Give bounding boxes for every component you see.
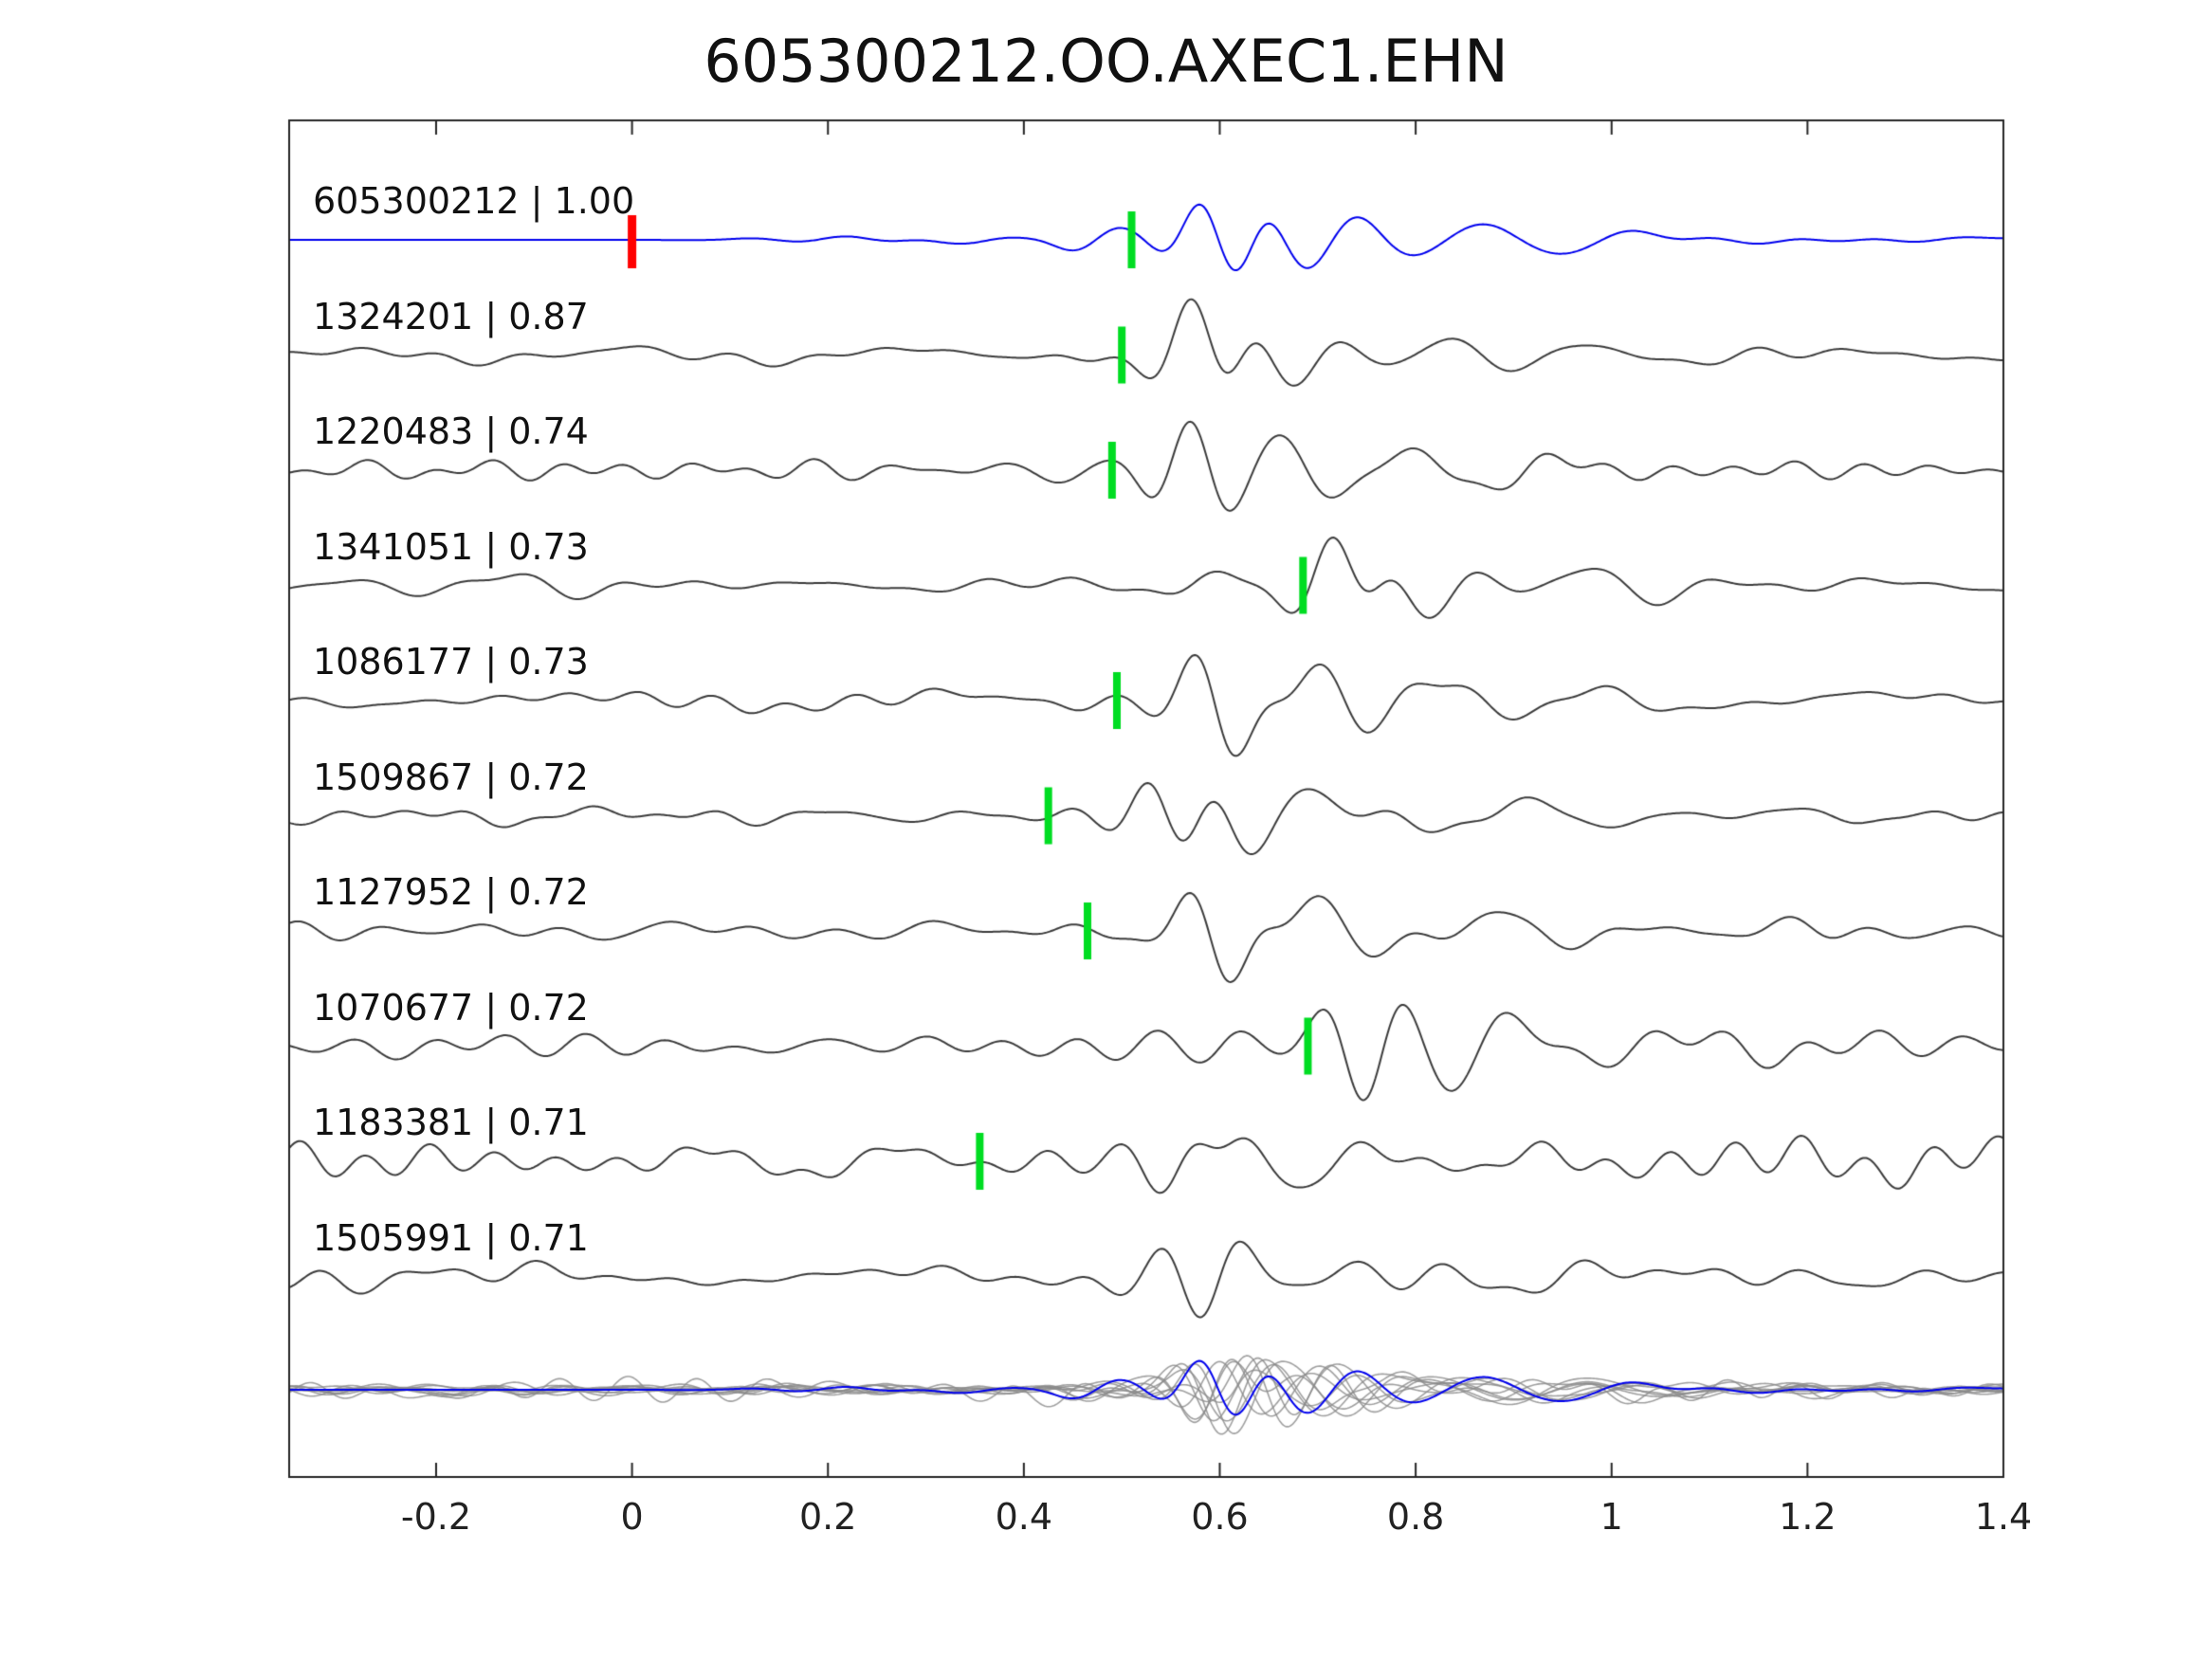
- x-tick-label: 0.2: [799, 1496, 857, 1538]
- trace-label: 1341051 | 0.73: [313, 525, 589, 568]
- trace-label: 1509867 | 0.72: [313, 756, 589, 798]
- trace-label: 1070677 | 0.72: [313, 986, 589, 1029]
- x-tick-label: 1.4: [1974, 1496, 2033, 1538]
- trace-label: 1127952 | 0.72: [313, 871, 589, 913]
- trace-label: 1086177 | 0.73: [313, 641, 589, 683]
- x-tick-label: 1.2: [1779, 1496, 1837, 1538]
- x-tick-label: 0.8: [1386, 1496, 1445, 1538]
- x-tick-label: 0.6: [1191, 1496, 1249, 1538]
- trace-label: 1183381 | 0.71: [313, 1102, 589, 1143]
- x-tick-label: -0.2: [400, 1496, 472, 1538]
- x-tick-label: 1: [1600, 1496, 1623, 1538]
- trace-label: 1505991 | 0.71: [313, 1216, 589, 1259]
- x-tick-label: 0: [620, 1496, 644, 1538]
- plot-title: 605300212.OO.AXEC1.EHN: [704, 27, 1508, 96]
- x-tick-label: 0.4: [995, 1496, 1053, 1538]
- trace-label: 1324201 | 0.87: [313, 295, 589, 337]
- trace-label: 1220483 | 0.74: [313, 410, 589, 452]
- trace-label: 605300212 | 1.00: [313, 180, 635, 222]
